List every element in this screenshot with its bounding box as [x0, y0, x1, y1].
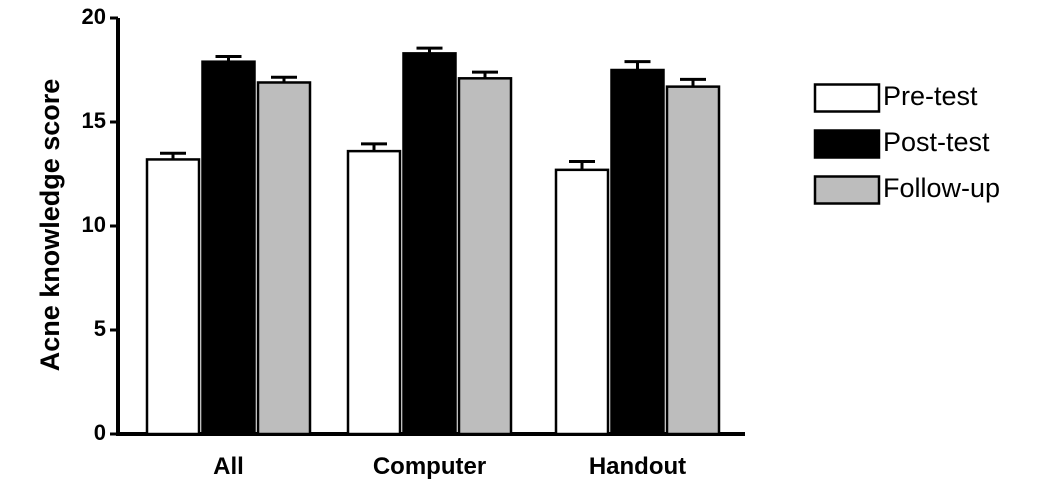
y-tick-label: 20	[82, 4, 106, 29]
y-tick-label: 0	[94, 420, 106, 445]
bar-pre-test-computer	[346, 149, 402, 436]
plot-area: 0 5 10 15 20 All Computer Handout	[82, 4, 745, 480]
x-tick-label: Handout	[589, 453, 686, 480]
legend-swatch	[813, 129, 881, 159]
bar-post-test-handout	[610, 68, 665, 436]
x-tick-label: All	[213, 453, 244, 480]
legend-label: Post-test	[883, 127, 990, 157]
legend-label: Follow-up	[883, 173, 1000, 203]
y-axis-title: Acne knowledge score	[35, 79, 65, 372]
bar-follow-up-computer	[457, 77, 513, 436]
bar-post-test-all	[201, 60, 256, 436]
y-tick-label: 15	[82, 108, 106, 133]
legend: Pre-test Post-test Follow-up	[813, 81, 1000, 205]
y-tick-label: 5	[94, 316, 106, 341]
bar-post-test-computer	[402, 52, 457, 436]
bar-follow-up-all	[256, 81, 312, 436]
legend-label: Pre-test	[883, 81, 978, 111]
legend-swatch	[813, 83, 881, 113]
bar-follow-up-handout	[665, 85, 721, 436]
bar-pre-test-all	[145, 158, 201, 436]
bar-pre-test-handout	[554, 168, 610, 436]
y-tick-label: 10	[82, 212, 106, 237]
x-tick-label: Computer	[373, 453, 486, 480]
legend-swatch	[813, 175, 881, 205]
